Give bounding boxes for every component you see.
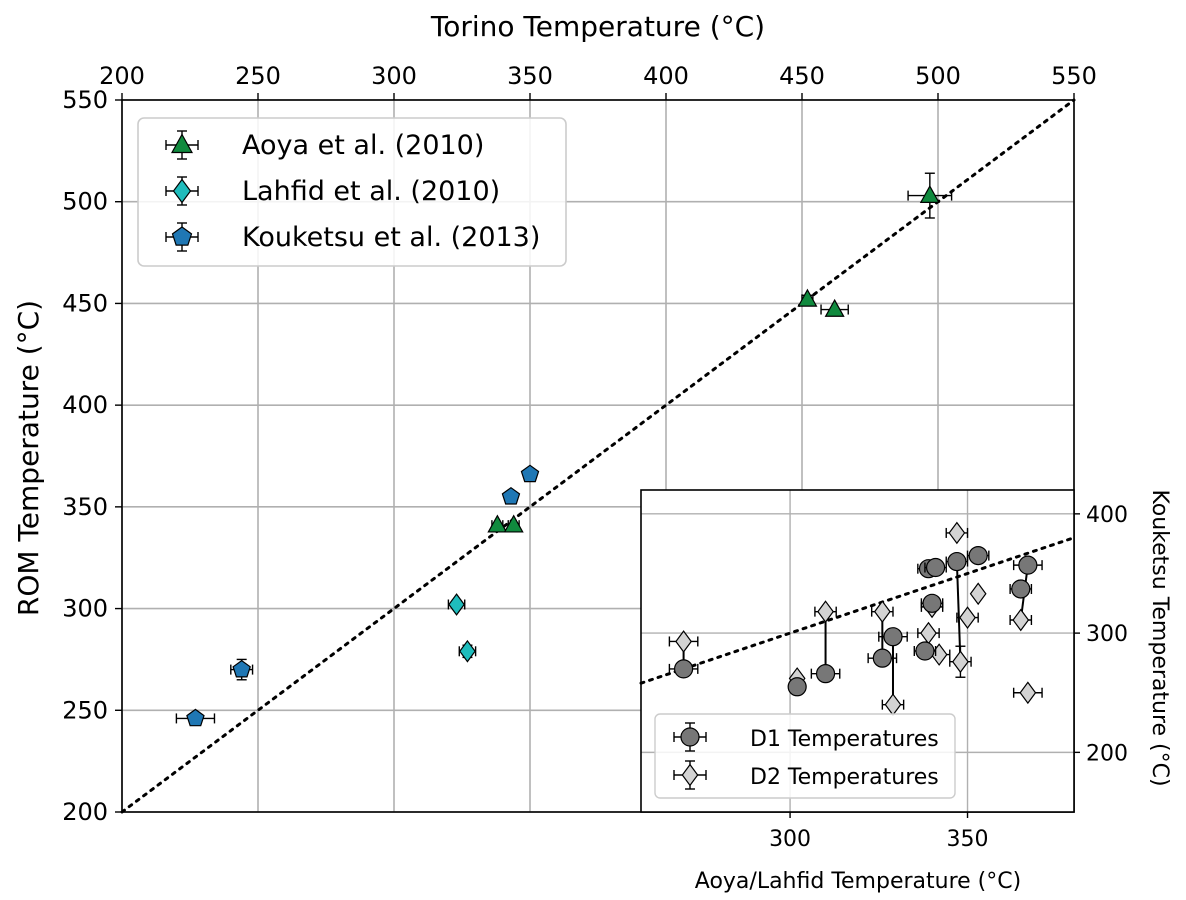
data-point-triangle (487, 514, 508, 533)
inset-axis-ticks: 300 350 200 300 400 (769, 503, 1128, 852)
legend-label: Lahfid et al. (2010) (165, 176, 500, 207)
inset-point-diamond (675, 630, 692, 653)
x-tick-label: 350 (507, 62, 553, 90)
inset-y-axis-title: Kouketsu Temperature (°C) (1147, 489, 1172, 786)
y-tick-label: 350 (62, 493, 108, 521)
inset-legend-label: D1 Temperatures (673, 722, 939, 752)
legend-marker (681, 763, 699, 787)
data-point-pentagon (232, 659, 251, 678)
main-axis-ticks: 200 250 300 350 400 450 500 5502002503003504004… (62, 62, 1097, 826)
inset-y-tick-label: 300 (1086, 622, 1128, 647)
x-tick-label: 550 (1051, 62, 1097, 90)
data-point-pentagon (520, 464, 540, 483)
main-x-axis-title: Torino Temperature (°C) (430, 10, 765, 43)
main-plot-frame (121, 99, 1075, 813)
one-to-one-line (120, 98, 1076, 814)
inset-point-circle (815, 664, 836, 684)
inset-one-to-one-line (639, 536, 1076, 685)
data-point-triangle (797, 288, 818, 307)
inset-point-circle (947, 551, 967, 572)
data-point-diamond (448, 593, 465, 616)
inset-x-tick-label: 300 (769, 827, 811, 852)
data-point-triangle (919, 184, 940, 203)
inset-point-circle (883, 627, 903, 647)
x-tick-label: 500 (915, 62, 961, 90)
inset-legend: D1 Temperatures D2 Temperatures (654, 713, 956, 799)
main-legend: Aoya et al. (2010) Lahfid et al. (2010) Ko… (137, 117, 567, 267)
y-tick-label: 450 (62, 289, 108, 317)
x-tick-label: 400 (643, 62, 689, 90)
inset-point-circle (922, 593, 942, 613)
inset-y-tick-label: 400 (1086, 503, 1128, 528)
y-tick-label: 550 (62, 86, 108, 114)
data-point-triangle (824, 298, 845, 317)
pair-connector (955, 561, 962, 662)
y-tick-label: 300 (62, 595, 108, 623)
y-tick-label: 500 (62, 188, 108, 216)
y-tick-label: 250 (62, 696, 108, 724)
inset-point-circle (673, 659, 694, 679)
chart_data.0.series.0.name: Aoya et al. (2010) (242, 130, 484, 161)
x-tick-label: 300 (371, 62, 417, 90)
main-grid (121, 99, 1075, 813)
data-point-triangle (503, 514, 524, 533)
inset-point-circle (872, 648, 892, 668)
x-tick-label: 450 (779, 62, 825, 90)
legend-label: Aoya et al. (2010) (165, 130, 484, 161)
chart_data.1.series.1.name: D2 Temperatures (750, 765, 939, 790)
inset-legend-box (654, 713, 956, 799)
inset-data-points (668, 521, 1043, 717)
main-reference-line (120, 98, 1076, 814)
y-tick-label: 400 (62, 391, 108, 419)
inset-point-circle (787, 677, 807, 697)
inset-point-diamond (952, 650, 969, 674)
chart_data.0.series.1.name: Lahfid et al. (2010) (242, 176, 500, 207)
inset-point-diamond (948, 521, 966, 545)
legend-label: Kouketsu et al. (2013) (165, 222, 540, 253)
inset-reference-line (639, 536, 1076, 685)
legend-box (137, 117, 567, 267)
inset-point-circle (915, 641, 935, 661)
legend-marker (680, 727, 700, 747)
inset-point-diamond (873, 600, 891, 624)
legend-marker (170, 133, 194, 154)
inset-point-circle (925, 557, 946, 578)
chart_data.0.series.2.name: Kouketsu et al. (2013) (242, 222, 540, 253)
y-tick-label: 200 (62, 798, 108, 826)
inset-point-circle (968, 545, 988, 566)
data-point-diamond (459, 639, 476, 663)
x-tick-label: 200 (99, 62, 145, 90)
legend-marker (171, 226, 193, 246)
inset-point-circle (1018, 555, 1038, 575)
chart_data.1.series.0.name: D1 Temperatures (750, 727, 939, 752)
inset-legend-label: D2 Temperatures (673, 760, 939, 790)
inset-point-circle (1011, 579, 1031, 599)
inset-point-diamond (817, 600, 834, 624)
inset-point-diamond (969, 582, 987, 606)
inset-x-tick-label: 350 (947, 827, 989, 852)
main-data-points (175, 172, 953, 727)
legend-marker (172, 178, 192, 204)
inset-plot-frame (640, 489, 1075, 813)
x-tick-label: 250 (235, 62, 281, 90)
inset-x-axis-title: Aoya/Lahfid Temperature (°C) (695, 869, 1021, 894)
main-y-axis-title: ROM Temperature (°C) (12, 300, 45, 616)
data-point-pentagon (186, 708, 205, 727)
data-point-pentagon (501, 486, 521, 505)
inset-point-diamond (959, 606, 976, 629)
inset-y-tick-label: 200 (1086, 741, 1128, 766)
inset-chart: 300 350 200 300 400 Aoya/Lahfid Temperature … (639, 489, 1172, 894)
inset-point-diamond (1012, 608, 1030, 632)
inset-point-diamond (1019, 681, 1037, 705)
